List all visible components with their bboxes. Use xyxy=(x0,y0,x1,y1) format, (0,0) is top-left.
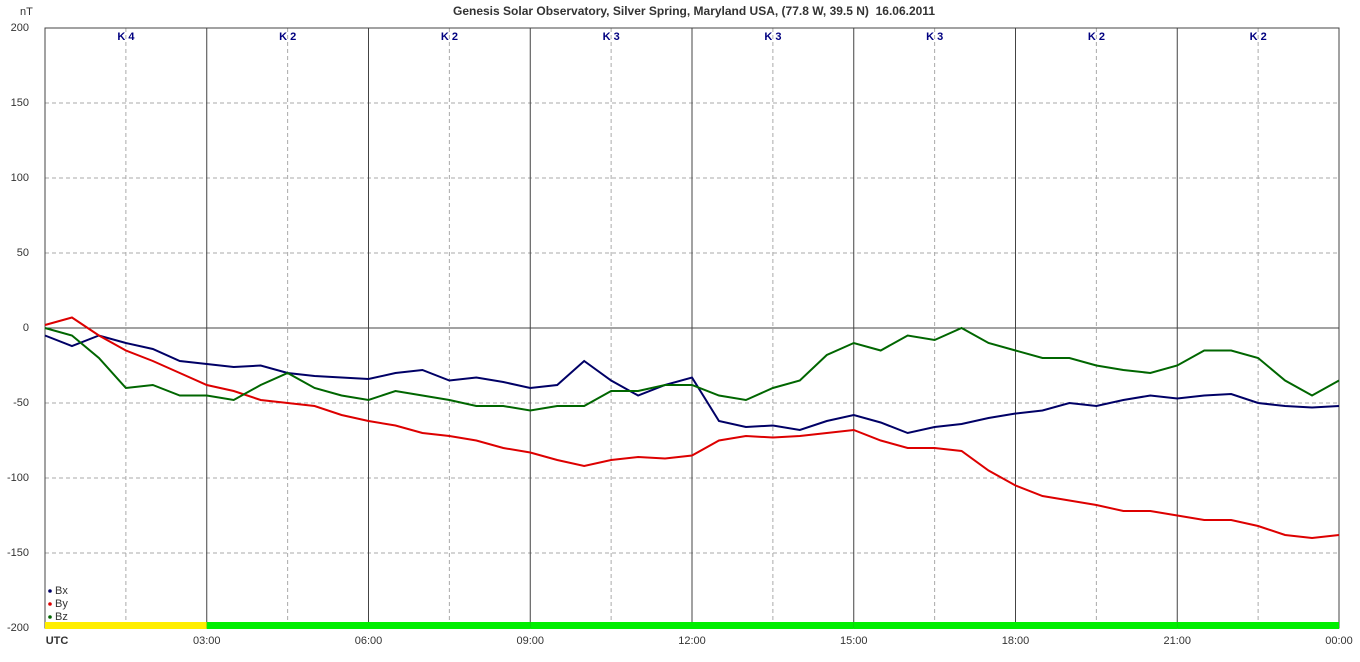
legend-marker xyxy=(48,602,52,606)
x-tick-label: 15:00 xyxy=(840,635,868,647)
status-bar xyxy=(1015,622,1178,629)
legend-marker xyxy=(48,615,52,619)
k-index-label: K 2 xyxy=(441,31,458,43)
status-bar xyxy=(45,622,207,629)
x-tick-label: 18:00 xyxy=(1002,635,1030,647)
x-tick-label: 03:00 xyxy=(193,635,221,647)
k-index-label: K 2 xyxy=(1250,31,1267,43)
y-tick-label: 0 xyxy=(23,322,29,334)
status-bar xyxy=(692,622,854,629)
y-tick-label: -150 xyxy=(7,547,29,559)
y-tick-label: 200 xyxy=(11,22,29,34)
status-bar xyxy=(1177,622,1339,629)
status-bar xyxy=(206,622,369,629)
x-tick-label: UTC xyxy=(46,635,69,647)
k-index-label: K 3 xyxy=(926,31,943,43)
chart-title: Genesis Solar Observatory, Silver Spring… xyxy=(453,4,935,18)
k-index-label: K 4 xyxy=(117,31,135,43)
series-line xyxy=(44,334,1340,435)
k-index-label: K 3 xyxy=(603,31,620,43)
y-tick-label: 150 xyxy=(11,97,29,109)
legend-marker xyxy=(48,589,52,593)
series-line xyxy=(44,326,1340,412)
y-tick-label: 100 xyxy=(11,172,29,184)
x-tick-label: 00:00 xyxy=(1325,635,1353,647)
y-tick-label: -100 xyxy=(7,472,29,484)
x-tick-label: 06:00 xyxy=(355,635,383,647)
x-tick-label: 21:00 xyxy=(1163,635,1191,647)
y-tick-label: -50 xyxy=(13,397,29,409)
legend-label: Bx xyxy=(55,585,68,597)
y-tick-label: -200 xyxy=(7,622,29,634)
x-tick-label: 09:00 xyxy=(516,635,544,647)
legend-label: Bz xyxy=(55,611,68,623)
series-line xyxy=(44,316,1340,540)
status-bar xyxy=(368,622,531,629)
status-bar xyxy=(853,622,1016,629)
legend-label: By xyxy=(55,598,68,610)
x-tick-label: 12:00 xyxy=(678,635,706,647)
k-index-label: K 2 xyxy=(1088,31,1105,43)
k-index-label: K 2 xyxy=(279,31,296,43)
y-tick-label: 50 xyxy=(17,247,29,259)
k-index-label: K 3 xyxy=(764,31,781,43)
status-bar xyxy=(530,622,692,629)
y-axis-label: nT xyxy=(20,6,33,18)
